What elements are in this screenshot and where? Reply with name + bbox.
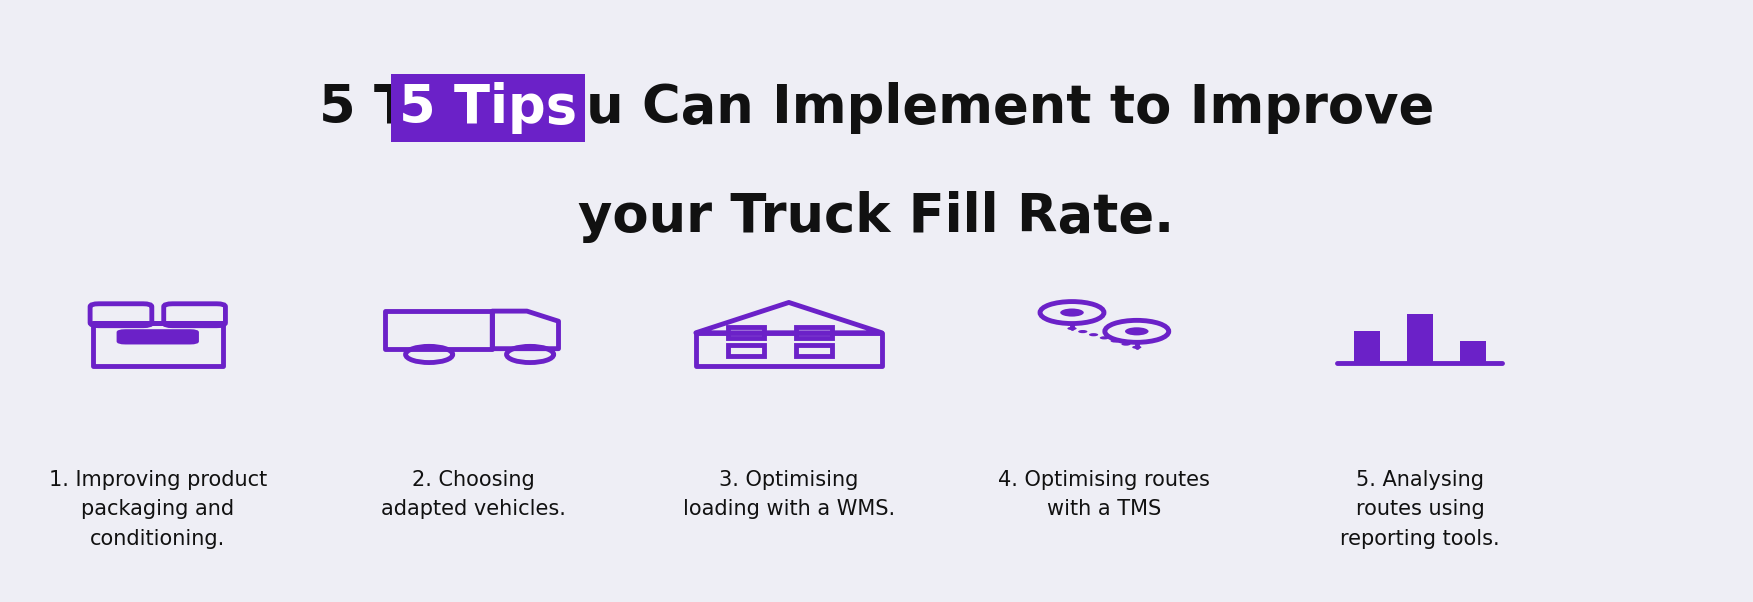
Text: 1. Improving product
packaging and
conditioning.: 1. Improving product packaging and condi… [49,470,266,549]
Text: 5 Tips: 5 Tips [400,82,577,134]
Text: your Truck Fill Rate.: your Truck Fill Rate. [578,191,1175,243]
Text: 4. Optimising routes
with a TMS: 4. Optimising routes with a TMS [999,470,1210,519]
Text: 2. Choosing
adapted vehicles.: 2. Choosing adapted vehicles. [380,470,566,519]
Circle shape [1122,343,1131,346]
Polygon shape [1406,314,1434,363]
Circle shape [1078,330,1087,333]
FancyBboxPatch shape [117,329,198,344]
Circle shape [1068,327,1076,330]
Text: 5. Analysing
routes using
reporting tools.: 5. Analysing routes using reporting tool… [1339,470,1501,549]
Text: 5 Tips you Can Implement to Improve: 5 Tips you Can Implement to Improve [319,82,1434,134]
Circle shape [1111,340,1120,343]
Circle shape [1061,308,1083,317]
Circle shape [1099,337,1110,340]
Polygon shape [1353,331,1380,363]
Text: 3. Optimising
loading with a WMS.: 3. Optimising loading with a WMS. [682,470,896,519]
Polygon shape [1460,341,1487,363]
Circle shape [1089,333,1097,337]
Circle shape [1125,327,1148,335]
Circle shape [1132,346,1141,349]
